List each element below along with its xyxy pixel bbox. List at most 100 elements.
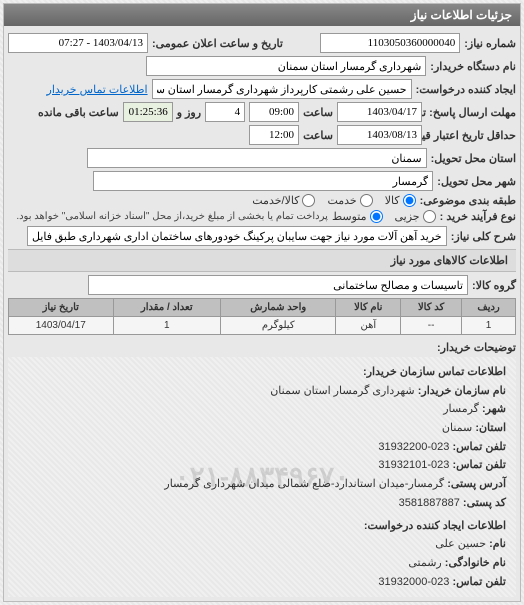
purchase-type-radio-group: جزیی متوسط <box>332 210 436 223</box>
td-unit: کیلوگرم <box>221 317 336 335</box>
delivery-city-label: شهر محل تحویل: <box>437 175 516 188</box>
goods-group-input[interactable] <box>88 275 468 295</box>
th-qty: تعداد / مقدار <box>113 299 220 317</box>
radio-goods[interactable] <box>403 194 416 207</box>
contact-section: ۰۲۱-۸۸۳۴۹۶۷۰ اطلاعات تماس سازمان خریدار:… <box>8 357 516 597</box>
phone-value: 023-31932200 <box>378 441 449 453</box>
row-buyer-org: نام دستگاه خریدار: <box>8 56 516 76</box>
row-keywords: شرح کلی نیاز: <box>8 226 516 246</box>
requester-label: ایجاد کننده درخواست: <box>416 83 516 96</box>
remaining-time-label: ساعت باقی مانده <box>38 106 119 119</box>
contact-city-line: شهر: گرمسار <box>18 400 506 419</box>
goods-group-label: گروه کالا: <box>472 279 516 292</box>
radio-service[interactable] <box>360 194 373 207</box>
buyer-notes-label: توضیحات خریدار: <box>437 341 516 354</box>
radio-service-item[interactable]: خدمت <box>327 194 372 207</box>
th-date: تاریخ نیاز <box>9 299 114 317</box>
contact-phone-line: تلفن تماس: 023-31932200 <box>18 438 506 457</box>
need-number-label: شماره نیاز: <box>464 37 516 50</box>
goods-table: ردیف کد کالا نام کالا واحد شمارش تعداد /… <box>8 298 516 335</box>
purchase-note: پرداخت تمام یا بخشی از مبلغ خرید،از محل … <box>16 211 328 222</box>
radio-service-label: خدمت <box>327 194 356 207</box>
row-delivery-city: شهر محل تحویل: <box>8 171 516 191</box>
panel-body: شماره نیاز: تاریخ و ساعت اعلان عمومی: نا… <box>4 26 520 601</box>
contact-org-line: نام سازمان خریدار: شهرداری گرمسار استان … <box>18 382 506 401</box>
org-name: شهرداری گرمسار استان سمنان <box>270 385 414 397</box>
fax-value: 023-31932101 <box>378 459 449 471</box>
fname-label: نام: <box>489 538 506 550</box>
postal-value: 3581887887 <box>399 497 460 509</box>
delivery-province-label: استان محل تحویل: <box>431 152 516 165</box>
fname-value: حسین علی <box>435 538 486 550</box>
main-panel: جزئیات اطلاعات نیاز شماره نیاز: تاریخ و … <box>3 3 521 602</box>
row-requester: ایجاد کننده درخواست: اطلاعات تماس خریدار <box>8 79 516 99</box>
row-delivery-province: استان محل تحویل: <box>8 148 516 168</box>
validity-date-input[interactable] <box>337 125 422 145</box>
category-radio-group: کالا خدمت کالا/خدمت <box>252 194 415 207</box>
row-validity: حداقل تاریخ اعتبار قیمت: تا تاریخ: ساعت <box>8 125 516 145</box>
purchase-type-label: نوع فرآیند خرید : <box>440 210 516 223</box>
phone-label: تلفن تماس: <box>452 441 506 453</box>
contact-lname-line: نام خانوادگی: رشمتی <box>18 554 506 573</box>
fax-label: تلفن تماس: <box>452 459 506 471</box>
buyer-org-label: نام دستگاه خریدار: <box>430 60 516 73</box>
contact-postal-line: کد پستی: 3581887887 <box>18 494 506 513</box>
contact-header2: اطلاعات ایجاد کننده درخواست: <box>18 517 506 536</box>
td-name: آهن <box>336 317 401 335</box>
contact-fname-line: نام: حسین علی <box>18 535 506 554</box>
radio-medium-item[interactable]: متوسط <box>332 210 383 223</box>
contact-phone2-line: تلفن تماس: 023-31932000 <box>18 573 506 592</box>
radio-goods-label: کالا <box>385 194 400 207</box>
contact-province-line: استان: سمنان <box>18 419 506 438</box>
deadline-time-input[interactable] <box>249 102 299 122</box>
lname-label: نام خانوادگی: <box>445 557 506 569</box>
table-row[interactable]: 1 -- آهن کیلوگرم 1 1403/04/17 <box>9 317 516 335</box>
td-date: 1403/04/17 <box>9 317 114 335</box>
panel-title: جزئیات اطلاعات نیاز <box>4 4 520 26</box>
contact-header1: اطلاعات تماس سازمان خریدار: <box>18 363 506 382</box>
requester-input[interactable] <box>152 79 412 99</box>
day-and-label: روز و <box>177 106 201 119</box>
phone2-value: 023-31932000 <box>378 576 449 588</box>
province-value: سمنان <box>442 422 472 434</box>
contact-link[interactable]: اطلاعات تماس خریدار <box>47 83 148 96</box>
radio-both[interactable] <box>302 194 315 207</box>
row-need-number: شماره نیاز: تاریخ و ساعت اعلان عمومی: <box>8 33 516 53</box>
radio-both-item[interactable]: کالا/خدمت <box>252 194 315 207</box>
td-qty: 1 <box>113 317 220 335</box>
radio-partial-item[interactable]: جزیی <box>395 210 436 223</box>
radio-medium-label: متوسط <box>332 210 367 223</box>
row-purchase-type: نوع فرآیند خرید : جزیی متوسط پرداخت تمام… <box>8 210 516 223</box>
radio-goods-item[interactable]: کالا <box>385 194 416 207</box>
deadline-label: مهلت ارسال پاسخ: تا تاریخ: <box>426 106 516 119</box>
announce-datetime-input[interactable] <box>8 33 148 53</box>
buyer-org-input[interactable] <box>146 56 426 76</box>
org-name-label: نام سازمان خریدار: <box>418 385 506 397</box>
need-number-input[interactable] <box>320 33 460 53</box>
keywords-label: شرح کلی نیاز: <box>451 230 516 243</box>
td-code: -- <box>401 317 462 335</box>
th-name: نام کالا <box>336 299 401 317</box>
validity-label: حداقل تاریخ اعتبار قیمت: تا تاریخ: <box>426 129 516 142</box>
row-deadline: مهلت ارسال پاسخ: تا تاریخ: ساعت روز و سا… <box>8 102 516 122</box>
phone2-label: تلفن تماس: <box>452 576 506 588</box>
address-label: آدرس پستی: <box>447 478 506 490</box>
table-header-row: ردیف کد کالا نام کالا واحد شمارش تعداد /… <box>9 299 516 317</box>
postal-label: کد پستی: <box>463 497 506 509</box>
keywords-input[interactable] <box>27 226 447 246</box>
city-value: گرمسار <box>443 403 479 415</box>
contact-fax-line: تلفن تماس: 023-31932101 <box>18 456 506 475</box>
row-category: طبقه بندی موضوعی: کالا خدمت کالا/خدمت <box>8 194 516 207</box>
row-buyer-notes: توضیحات خریدار: <box>8 341 516 354</box>
remaining-days-input[interactable] <box>205 102 245 122</box>
delivery-city-input[interactable] <box>93 171 433 191</box>
radio-partial-label: جزیی <box>395 210 420 223</box>
city-label: شهر: <box>482 403 506 415</box>
radio-partial[interactable] <box>423 210 436 223</box>
deadline-date-input[interactable] <box>337 102 422 122</box>
contact-address-line: آدرس پستی: گرمسار-میدان استاندارد-ضلع شم… <box>18 475 506 494</box>
radio-medium[interactable] <box>370 210 383 223</box>
validity-time-input[interactable] <box>249 125 299 145</box>
remaining-time-input[interactable] <box>123 102 173 122</box>
delivery-province-input[interactable] <box>87 148 427 168</box>
